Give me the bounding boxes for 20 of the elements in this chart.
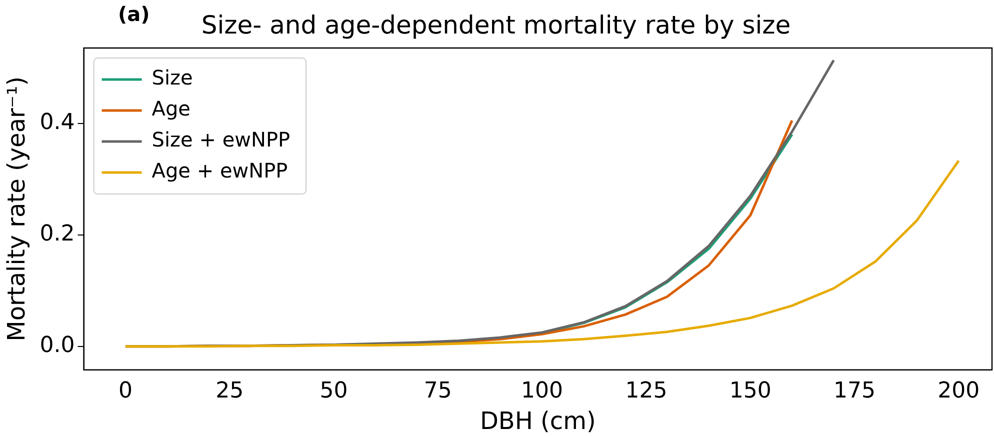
x-tick-label: 150 [729,378,772,404]
x-axis-title: DBH (cm) [480,406,596,435]
x-tick-label: 75 [424,378,452,404]
chart-title: Size- and age-dependent mortality rate by size [201,10,791,40]
x-tick-label: 200 [938,378,980,404]
legend-label: Age + ewNPP [152,158,288,183]
legend-label: Size + ewNPP [152,128,290,152]
x-tick-label: 125 [625,378,668,404]
x-tick-label: 175 [834,378,876,404]
y-tick-label: 0.2 [40,222,75,247]
y-tick-label: 0.4 [40,110,75,136]
y-axis-title: Mortality rate (year⁻¹) [2,76,31,342]
x-tick-label: 25 [216,378,244,404]
x-tick-label: 100 [521,378,564,404]
x-tick-label: 0 [118,378,132,404]
x-tick-label: 50 [320,378,348,404]
text: (a) [118,2,150,26]
legend-label: Size [152,66,193,90]
legend-label: Age [152,96,190,121]
y-tick-label: 0.0 [40,333,75,358]
